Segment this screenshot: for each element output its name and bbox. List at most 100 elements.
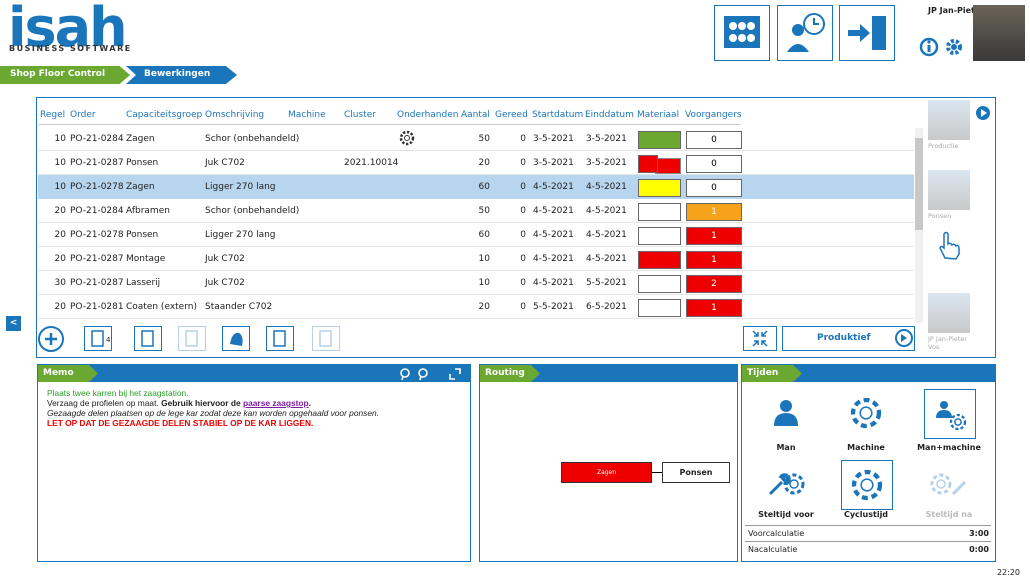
dashboard-button[interactable] xyxy=(714,5,770,61)
column-header[interactable]: Order xyxy=(70,110,96,120)
row-divider xyxy=(38,270,914,271)
compress-button[interactable] xyxy=(743,326,777,351)
row-divider xyxy=(38,150,914,151)
row-divider xyxy=(38,294,914,295)
time-option[interactable] xyxy=(841,460,893,510)
cell: 0 xyxy=(520,158,526,168)
predecessor-box: 0 xyxy=(686,131,742,149)
column-header[interactable]: Gereed xyxy=(495,110,528,120)
alarm-button[interactable] xyxy=(222,326,250,351)
cell: Schor (onbehandeld) xyxy=(205,206,300,216)
icon xyxy=(752,330,768,347)
predecessor-box: 1 xyxy=(686,251,742,269)
time-option[interactable] xyxy=(841,389,891,437)
header-divider xyxy=(38,124,741,125)
cell: 4-5-2021 xyxy=(533,182,574,192)
predecessor-box: 1 xyxy=(686,227,742,245)
thumbnail-caption: Productie xyxy=(928,142,959,150)
cell: 3-5-2021 xyxy=(586,158,627,168)
row-divider xyxy=(38,318,914,319)
option-label: Man xyxy=(776,443,796,452)
status-button[interactable]: Produktief xyxy=(782,326,915,351)
memo-line: LET OP DAT DE GEZAAGDE DELEN STABIEL OP … xyxy=(47,418,314,428)
cell: 6-5-2021 xyxy=(586,302,627,312)
time-value: 0:00 xyxy=(969,545,989,554)
option-label: Man+machine xyxy=(917,443,981,452)
logo-sub: BUSINESS SOFTWARE xyxy=(9,44,132,53)
selected-row xyxy=(38,175,914,199)
time-option[interactable] xyxy=(761,389,811,437)
column-header[interactable]: Omschrijving xyxy=(205,110,265,120)
cell: 0 xyxy=(520,134,526,144)
icon xyxy=(939,231,960,260)
column-header[interactable]: Regel xyxy=(40,110,66,120)
cell: Juk C702 xyxy=(205,158,245,168)
memo-panel: Memo Plaats twee karren bij het zaagstat… xyxy=(37,364,471,562)
predecessor-box: 2 xyxy=(686,275,742,293)
routing-panel: Routing Zagen Ponsen xyxy=(479,364,738,562)
header-icons xyxy=(919,37,962,57)
icon xyxy=(319,330,332,347)
column-header[interactable]: Materiaal xyxy=(637,110,680,120)
icon xyxy=(774,400,798,426)
cell: 10 xyxy=(54,182,66,192)
cell: 4-5-2021 xyxy=(586,254,627,264)
exit-button[interactable] xyxy=(839,5,895,61)
cell: 4-5-2021 xyxy=(533,230,574,240)
column-header[interactable]: Machine xyxy=(288,110,326,120)
collapse-button[interactable]: < xyxy=(6,316,21,331)
touch-icon xyxy=(936,228,962,262)
thumbnail[interactable] xyxy=(928,293,970,333)
user-photo xyxy=(973,5,1025,61)
routing-node[interactable]: Ponsen xyxy=(662,462,730,483)
predecessor-box: 0 xyxy=(686,179,742,197)
clipboard-button[interactable] xyxy=(134,326,162,351)
documents-button[interactable] xyxy=(84,326,112,351)
time-option[interactable] xyxy=(761,460,811,508)
time-button[interactable] xyxy=(777,5,833,61)
status-icon xyxy=(895,329,913,347)
cell: 0 xyxy=(520,254,526,264)
column-header[interactable]: Einddatum xyxy=(585,110,634,120)
cell: 30 xyxy=(54,278,66,288)
column-header[interactable]: Aantal xyxy=(461,110,490,120)
time-option[interactable] xyxy=(924,460,974,508)
thumbnail[interactable] xyxy=(928,170,970,210)
thumbnail[interactable] xyxy=(928,100,970,140)
copy-button[interactable] xyxy=(266,326,294,351)
cell: PO-21-0284 xyxy=(70,134,124,144)
link-text: paarse zaagstop xyxy=(243,398,309,408)
memo-text: Plaats twee karren bij het zaagstation. … xyxy=(47,388,379,428)
panel-header xyxy=(38,365,470,382)
routing-node[interactable]: Zagen xyxy=(561,462,652,483)
scroll-thumb xyxy=(915,138,923,230)
cell: 20 xyxy=(478,158,490,168)
play-button[interactable] xyxy=(976,106,990,120)
tools-button[interactable] xyxy=(178,326,206,351)
time-option[interactable] xyxy=(924,389,976,439)
add-button[interactable] xyxy=(38,326,64,352)
cell: 20 xyxy=(478,302,490,312)
material-box xyxy=(638,251,681,269)
cell: Staander C702 xyxy=(205,302,273,312)
cell: 4-5-2021 xyxy=(533,278,574,288)
column-header[interactable]: Onderhanden xyxy=(397,110,459,120)
fixture-button[interactable] xyxy=(312,326,340,351)
row-divider xyxy=(38,174,914,175)
cell: 4-5-2021 xyxy=(586,206,627,216)
cell: 0 xyxy=(520,182,526,192)
icon xyxy=(230,332,243,346)
panel-header xyxy=(742,365,995,382)
column-header[interactable]: Voorgangers xyxy=(685,110,742,120)
column-header[interactable]: Cluster xyxy=(344,110,376,120)
gear xyxy=(399,130,415,146)
material-box xyxy=(638,179,681,197)
thumbnail-caption: Ponsen xyxy=(928,212,952,220)
thumbnail-caption: JP Jan-Pieter Vos xyxy=(928,335,968,351)
breadcrumb-item[interactable]: Bewerkingen xyxy=(126,66,237,84)
column-header[interactable]: Startdatum xyxy=(532,110,584,120)
column-header[interactable]: Capaciteitsgroep xyxy=(126,110,203,120)
row-divider xyxy=(38,222,914,223)
icon xyxy=(273,330,286,347)
breadcrumb-item[interactable]: Shop Floor Control xyxy=(0,66,130,84)
